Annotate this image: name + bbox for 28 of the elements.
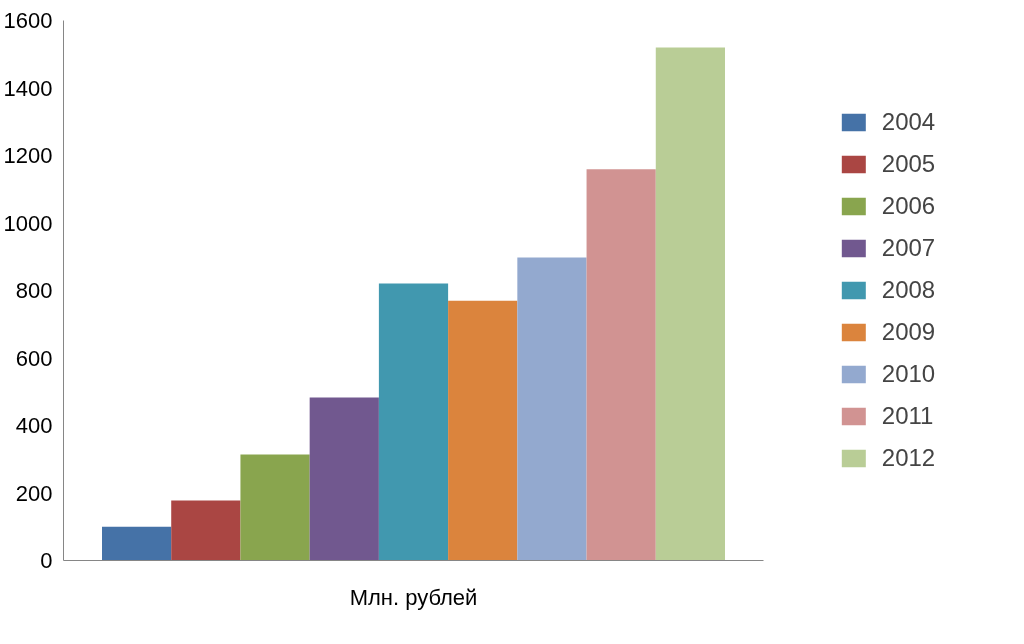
legend-label: 2007 [881,234,936,262]
y-tick-label: 1400 [3,75,53,101]
legend-label: 2005 [881,150,936,178]
legend-label: 2009 [881,318,936,346]
legend-label: 2011 [881,402,934,430]
legend-label: 2010 [881,360,936,388]
bar [655,47,725,561]
bar [378,283,449,561]
legend-label: 2012 [881,444,936,472]
y-tick-label: 0 [40,548,53,573]
bar [171,500,241,561]
legend-label: 2008 [881,276,936,304]
y-tick-label: 1000 [3,210,53,236]
bar [102,526,172,561]
y-tick-label: 600 [15,345,53,371]
bar [517,257,587,561]
y-tick-label: 800 [15,278,53,303]
y-tick-label: 1600 [3,8,53,33]
legend-label: 2006 [881,192,936,220]
x-tick-label: Млн. рублей [349,584,478,610]
y-tick-label: 200 [15,480,53,506]
legend-label: 2004 [881,108,936,136]
y-tick-label: 1200 [3,143,53,168]
bar [240,454,310,561]
bar [586,169,656,561]
bar [309,397,379,561]
y-tick-label: 400 [15,413,53,438]
bar [448,300,518,561]
